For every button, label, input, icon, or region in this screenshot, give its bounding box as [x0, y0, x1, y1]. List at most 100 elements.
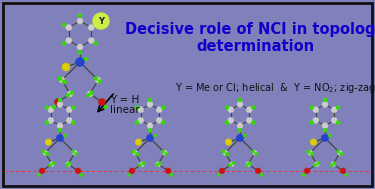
- Circle shape: [62, 80, 66, 84]
- Circle shape: [66, 37, 72, 43]
- Circle shape: [156, 162, 160, 167]
- Circle shape: [68, 162, 71, 165]
- Circle shape: [232, 162, 235, 165]
- Circle shape: [323, 128, 327, 132]
- Circle shape: [165, 152, 168, 156]
- Circle shape: [66, 162, 70, 167]
- Circle shape: [255, 168, 261, 174]
- Circle shape: [307, 150, 310, 153]
- Circle shape: [237, 123, 243, 129]
- Circle shape: [328, 134, 332, 137]
- Circle shape: [148, 128, 152, 132]
- Circle shape: [136, 153, 139, 156]
- Circle shape: [302, 173, 305, 177]
- Circle shape: [75, 57, 84, 67]
- Circle shape: [50, 162, 54, 167]
- Circle shape: [66, 107, 72, 113]
- Text: linear: linear: [110, 105, 140, 115]
- Circle shape: [313, 107, 319, 113]
- Circle shape: [161, 105, 165, 109]
- Circle shape: [238, 128, 242, 132]
- Circle shape: [337, 150, 342, 155]
- Circle shape: [104, 105, 108, 109]
- Circle shape: [330, 164, 333, 167]
- Circle shape: [58, 77, 62, 81]
- Circle shape: [323, 98, 327, 102]
- Circle shape: [127, 173, 130, 177]
- Circle shape: [217, 173, 220, 177]
- Circle shape: [56, 134, 64, 142]
- Circle shape: [42, 150, 45, 153]
- Circle shape: [94, 77, 98, 81]
- Circle shape: [322, 101, 328, 107]
- Circle shape: [321, 134, 329, 142]
- Circle shape: [129, 168, 135, 174]
- Circle shape: [225, 121, 229, 125]
- Circle shape: [77, 18, 83, 24]
- FancyBboxPatch shape: [3, 3, 372, 186]
- Circle shape: [98, 80, 102, 84]
- Circle shape: [246, 107, 252, 113]
- Circle shape: [66, 117, 72, 123]
- Circle shape: [228, 164, 232, 167]
- Circle shape: [71, 105, 75, 109]
- Circle shape: [132, 150, 135, 153]
- Text: Y: Y: [98, 16, 104, 26]
- Circle shape: [42, 150, 45, 153]
- Circle shape: [246, 162, 250, 167]
- Circle shape: [147, 123, 153, 129]
- Circle shape: [331, 107, 337, 113]
- Text: Y = H: Y = H: [110, 95, 139, 105]
- Circle shape: [65, 164, 69, 167]
- Circle shape: [94, 41, 98, 45]
- Circle shape: [226, 153, 229, 156]
- Circle shape: [140, 162, 144, 167]
- Circle shape: [52, 162, 55, 165]
- Circle shape: [237, 101, 243, 107]
- Circle shape: [158, 162, 161, 165]
- Circle shape: [225, 152, 228, 156]
- Circle shape: [156, 107, 162, 113]
- Circle shape: [63, 134, 66, 137]
- Circle shape: [87, 91, 93, 97]
- Circle shape: [251, 121, 255, 125]
- Circle shape: [135, 139, 142, 145]
- Circle shape: [246, 117, 252, 123]
- Circle shape: [78, 50, 82, 54]
- Circle shape: [52, 105, 56, 109]
- Circle shape: [93, 13, 109, 29]
- Circle shape: [72, 150, 77, 155]
- Circle shape: [70, 91, 74, 95]
- Circle shape: [45, 105, 49, 109]
- Circle shape: [238, 98, 242, 102]
- Circle shape: [75, 168, 81, 174]
- Circle shape: [54, 98, 62, 105]
- Circle shape: [345, 173, 348, 177]
- Circle shape: [88, 37, 94, 43]
- Circle shape: [236, 134, 244, 142]
- Circle shape: [306, 150, 310, 153]
- Circle shape: [63, 80, 66, 84]
- Circle shape: [165, 168, 171, 174]
- Circle shape: [228, 117, 234, 123]
- Circle shape: [77, 44, 83, 50]
- Circle shape: [46, 153, 49, 156]
- Circle shape: [86, 93, 90, 97]
- Circle shape: [260, 173, 263, 177]
- Circle shape: [57, 101, 63, 107]
- Circle shape: [252, 150, 255, 153]
- Circle shape: [170, 173, 173, 177]
- Circle shape: [59, 77, 65, 83]
- Circle shape: [314, 164, 317, 167]
- Circle shape: [255, 152, 258, 156]
- Circle shape: [135, 105, 139, 109]
- Circle shape: [161, 121, 165, 125]
- Circle shape: [135, 121, 139, 125]
- Circle shape: [45, 152, 48, 156]
- Circle shape: [135, 152, 138, 156]
- Circle shape: [333, 162, 336, 165]
- Circle shape: [71, 121, 75, 125]
- Circle shape: [138, 164, 142, 167]
- Circle shape: [223, 150, 228, 155]
- Circle shape: [310, 153, 314, 156]
